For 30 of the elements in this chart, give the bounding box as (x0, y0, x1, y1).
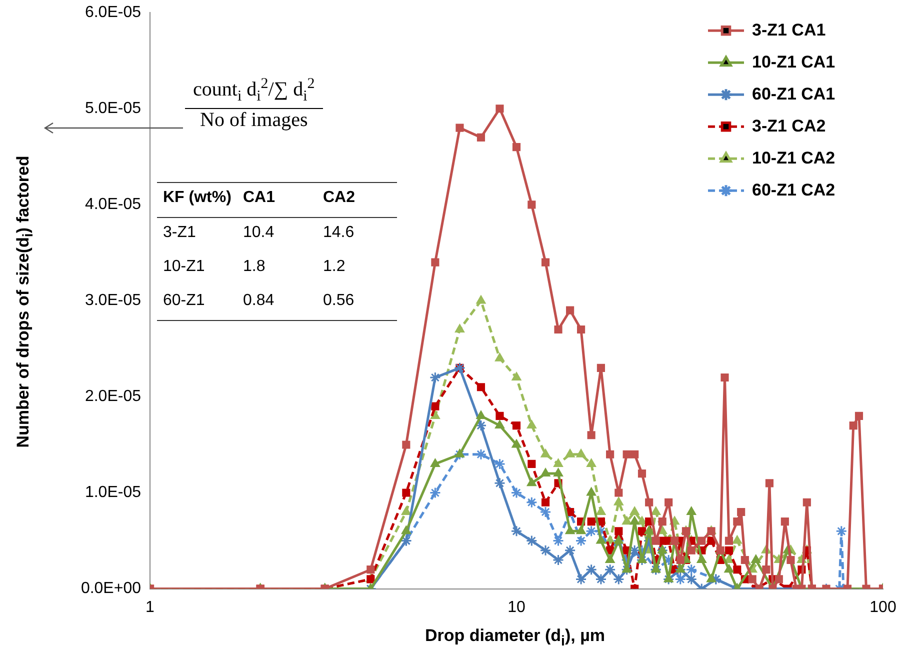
legend-label: 10-Z1 CA1 (752, 52, 836, 72)
annotation: 3-Z1 (162, 224, 197, 242)
legend-label: 60-Z1 CA2 (752, 180, 836, 200)
x-tick-label: 10 (508, 598, 526, 616)
legend-label: 3-Z1 CA1 (752, 20, 826, 40)
annotation: CA1 (242, 189, 276, 207)
annotation: 10-Z1 (162, 258, 206, 276)
x-tick-label: 1 (146, 598, 155, 616)
x-axis-title: Drop diameter (d$_{i}$), µm (424, 626, 606, 650)
x-tick-label: 100 (870, 598, 896, 616)
legend-label: 3-Z1 CA2 (752, 116, 826, 136)
y-tick-label: 1.0E-05 (84, 484, 142, 502)
y-tick-label: 2.0E-05 (84, 388, 142, 406)
legend-label: 60-Z1 CA1 (752, 84, 836, 104)
y-tick-label: 6.0E-05 (84, 4, 142, 22)
y-tick-label: 3.0E-05 (84, 292, 142, 310)
annotation: No of images (199, 108, 309, 132)
annotation: 1.8 (242, 258, 266, 276)
y-tick-label: 0.0E+00 (80, 580, 142, 598)
annotation: CA2 (322, 189, 356, 207)
annotation: KF (wt%) (162, 189, 232, 207)
legend-label: 10-Z1 CA2 (752, 148, 836, 168)
annotation: 0.84 (242, 292, 276, 310)
annotation: 14.6 (322, 224, 356, 242)
annotation: 60-Z1 (162, 292, 206, 310)
y-tick-label: 4.0E-05 (84, 196, 142, 214)
annotation: 0.56 (322, 292, 356, 310)
annotation: 10.4 (242, 224, 276, 242)
annotation: 1.2 (322, 258, 346, 276)
y-tick-label: 5.0E-05 (84, 100, 142, 118)
